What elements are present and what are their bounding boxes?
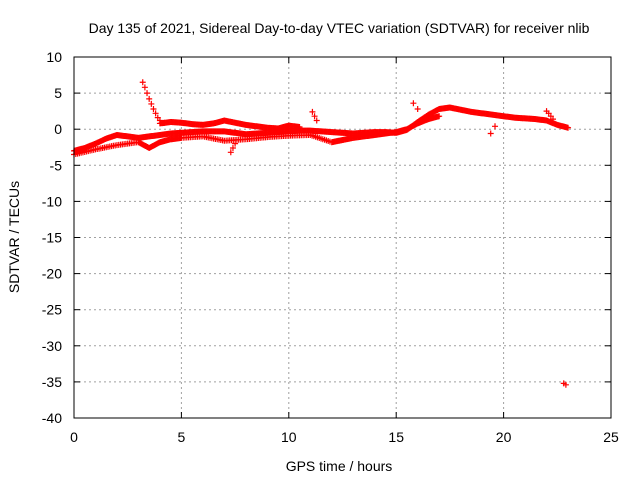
- y-tick-label: 10: [46, 49, 62, 65]
- data-point: [550, 116, 557, 123]
- data-point: [229, 144, 236, 151]
- data-point: [435, 113, 442, 120]
- data-point: [414, 105, 421, 112]
- data-point: [139, 79, 146, 86]
- y-tick-label: -15: [42, 230, 62, 246]
- x-axis-label: GPS time / hours: [286, 458, 393, 474]
- x-tick-label: 25: [603, 429, 619, 445]
- x-tick-label: 15: [388, 429, 404, 445]
- data-points: [71, 79, 572, 388]
- y-tick-label: -5: [50, 157, 63, 173]
- data-point: [562, 381, 569, 388]
- data-point: [309, 108, 316, 115]
- chart-title: Day 135 of 2021, Sidereal Day-to-day VTE…: [89, 20, 590, 36]
- data-point: [232, 140, 239, 147]
- data-point: [144, 90, 151, 97]
- y-tick-label: -40: [42, 410, 62, 426]
- y-tick-label: 0: [54, 121, 62, 137]
- y-tick-label: -30: [42, 338, 62, 354]
- data-point: [313, 117, 320, 124]
- y-tick-label: -20: [42, 266, 62, 282]
- data-point: [410, 100, 417, 107]
- data-point: [227, 149, 234, 156]
- data-point: [161, 119, 168, 126]
- y-axis-label: SDTVAR / TECUs: [6, 181, 22, 293]
- data-series: [156, 117, 303, 132]
- data-point: [146, 95, 153, 102]
- data-point: [152, 110, 159, 117]
- data-point: [112, 142, 119, 149]
- data-point: [90, 146, 97, 153]
- data-point: [311, 113, 318, 120]
- x-tick-label: 5: [178, 429, 186, 445]
- y-tick-label: -10: [42, 193, 62, 209]
- data-point: [564, 124, 571, 131]
- data-point: [295, 123, 302, 130]
- y-tick-label: 5: [54, 85, 62, 101]
- data-series: [139, 79, 569, 388]
- data-point: [492, 123, 499, 130]
- y-tick-label: -35: [42, 374, 62, 390]
- data-point: [141, 84, 148, 91]
- y-tick-label: -25: [42, 302, 62, 318]
- data-point: [156, 117, 163, 124]
- x-tick-label: 10: [281, 429, 297, 445]
- x-tick-label: 20: [496, 429, 512, 445]
- data-point: [487, 130, 494, 137]
- tick-labels: 0 5 10 15 20 25 10 5 0 -5 -10 -15 -20 -25 -30 -35 -40: [42, 49, 619, 445]
- data-series: [71, 104, 572, 154]
- data-point: [148, 100, 155, 107]
- axes: [73, 56, 612, 419]
- data-series: [71, 113, 443, 158]
- x-tick-label: 0: [70, 429, 78, 445]
- data-point: [150, 105, 157, 112]
